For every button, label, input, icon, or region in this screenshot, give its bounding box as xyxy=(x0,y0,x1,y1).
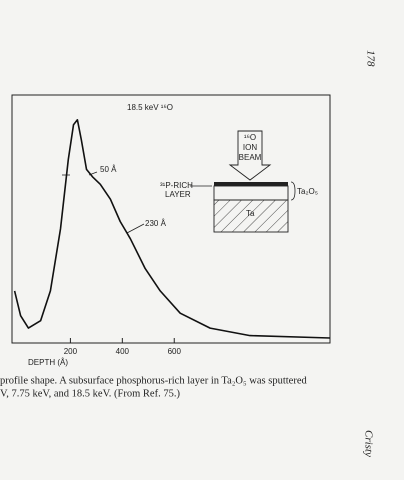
data-line xyxy=(13,119,331,339)
inset-diagram xyxy=(213,130,296,233)
x-tick-label: 600 xyxy=(168,347,182,356)
annotation: ¹⁶O xyxy=(244,133,256,142)
caption-line: V, 7.75 keV, and 18.5 keV. (From Ref. 75… xyxy=(0,388,180,399)
annotation: BEAM xyxy=(239,153,262,162)
annotation: Ta xyxy=(246,209,255,218)
running-head: Cristy xyxy=(362,430,374,457)
x-tick-label: 400 xyxy=(116,347,130,356)
page-number: 178 xyxy=(364,50,376,67)
x-axis-label: DEPTH (Å) xyxy=(28,358,68,367)
chart-title: 18.5 keV ¹⁶O xyxy=(127,103,173,112)
annotation: ³¹P-RICH xyxy=(160,181,193,190)
plot-frame xyxy=(11,94,331,344)
x-tick-label: 200 xyxy=(64,347,78,356)
annotation: Ta₂O₅ xyxy=(297,187,318,196)
annotation: 230 Å xyxy=(145,219,167,228)
caption-line: profile shape. A subsurface phosphorus-r… xyxy=(0,375,307,386)
annotation: 50 Å xyxy=(100,165,117,174)
annotation: LAYER xyxy=(165,190,191,199)
annotation: ION xyxy=(243,143,257,152)
